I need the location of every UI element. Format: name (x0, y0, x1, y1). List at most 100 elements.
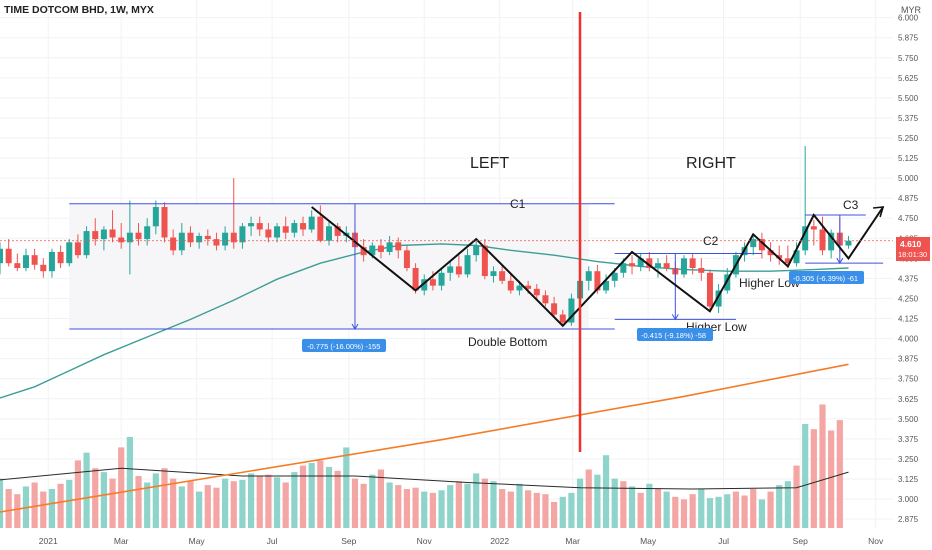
zigzag-arrow-head (873, 206, 885, 218)
candle-body (126, 232, 133, 243)
volume-bar (533, 492, 540, 528)
time-axis: 2021 Mar May Jul Sep Nov 2022 Mar May Jul Sep Nov (39, 536, 884, 546)
ma-long-line (0, 363, 849, 513)
volume-bar (559, 496, 566, 528)
volume-bar (14, 494, 21, 528)
volume-bar (802, 424, 809, 528)
candle-body (784, 258, 791, 264)
time-tick-label: 2021 (39, 536, 58, 546)
volume-bar (784, 481, 791, 528)
price-tick-label: 5.000 (898, 174, 919, 183)
candle-body (507, 280, 514, 291)
volume-bar (412, 487, 419, 528)
volume-bar (187, 481, 194, 528)
volume-bar (585, 469, 592, 528)
last-price-tag (896, 237, 930, 261)
candle-body (594, 271, 601, 291)
time-tick-label: Nov (417, 536, 433, 546)
last-price-countdown: 18:01:30 (898, 250, 927, 259)
volume-bar (92, 468, 99, 528)
volume-bar (447, 485, 454, 528)
volume-bar (698, 489, 705, 528)
time-tick-label: Jul (267, 536, 278, 546)
candle-body (525, 285, 532, 289)
volume-bar (325, 466, 333, 528)
higher-low-label-2: Higher Low (739, 276, 800, 290)
candle-body (516, 285, 523, 291)
candle-body (568, 298, 575, 323)
time-tick-label: May (189, 536, 206, 546)
volume-bar (204, 485, 211, 528)
candle-body (40, 264, 47, 272)
candle-body (611, 272, 618, 281)
candle-body (533, 288, 540, 296)
candle-body (74, 242, 81, 256)
price-tick-label: 4.250 (898, 294, 919, 303)
candle-body (403, 250, 410, 268)
volume-bar (351, 478, 359, 528)
candle-body (455, 266, 462, 275)
c3-label: C3 (843, 198, 859, 212)
candle-body (629, 263, 636, 267)
volume-bar (152, 473, 159, 528)
volume-bar (724, 494, 731, 528)
double-bottom-label: Double Bottom (468, 335, 547, 349)
volume-bar (100, 472, 107, 528)
measure-label-2-bg (637, 328, 713, 341)
price-tick-label: 4.875 (898, 194, 919, 203)
candle-body (360, 247, 367, 256)
candle-body (542, 295, 549, 304)
volume-bar (663, 491, 670, 528)
last-price-value: 4.610 (900, 239, 922, 249)
measure-arrow-1-head (351, 323, 359, 330)
volume-bars (0, 404, 843, 528)
candle-body (118, 237, 125, 243)
volume-bar (299, 465, 307, 528)
candle-body (282, 226, 289, 233)
volume-bar (706, 498, 714, 528)
candle-body (412, 268, 419, 291)
volume-bar (230, 481, 237, 528)
symbol-title: TIME DOTCOM BHD, 1W, MYX (4, 4, 154, 16)
volume-bar (611, 478, 618, 528)
candle-body (300, 223, 307, 230)
left-label: LEFT (470, 155, 509, 172)
candle-body (196, 235, 203, 243)
measure-label-3: -0.305 (-6.39%) -61 (793, 274, 858, 283)
volume-bar (499, 489, 506, 528)
candle-body (793, 250, 800, 264)
candle-body (230, 232, 237, 243)
candle-body (144, 226, 151, 240)
candle-body (256, 223, 263, 230)
price-tick-label: 3.125 (898, 475, 919, 484)
time-tick-label: Sep (341, 536, 356, 546)
volume-bar (118, 447, 125, 528)
candle-body (845, 240, 852, 246)
candle-body (758, 239, 765, 251)
candle-body (776, 255, 783, 259)
drawings (0, 12, 893, 452)
price-tick-label: 5.125 (898, 154, 919, 163)
price-tick-label: 5.500 (898, 94, 919, 103)
candle-body (447, 266, 454, 273)
volume-bar (57, 483, 64, 528)
volume-bar (464, 483, 471, 528)
candle-body (170, 237, 177, 251)
candle-body (92, 231, 99, 240)
candle-body (810, 226, 817, 230)
volume-bar (421, 491, 428, 528)
candle-body (204, 235, 211, 240)
candle-body (464, 255, 471, 275)
volume-bar (438, 490, 445, 528)
price-tick-label: 3.000 (898, 495, 919, 504)
candle-body (222, 232, 229, 246)
volume-bar (828, 430, 835, 528)
volume-bar (369, 474, 376, 528)
candle-body (689, 258, 696, 268)
candle-body (585, 271, 592, 281)
zigzag-path (311, 206, 884, 328)
volume-bar (836, 420, 843, 528)
candle-body (438, 272, 445, 286)
volume-bar (83, 452, 90, 528)
